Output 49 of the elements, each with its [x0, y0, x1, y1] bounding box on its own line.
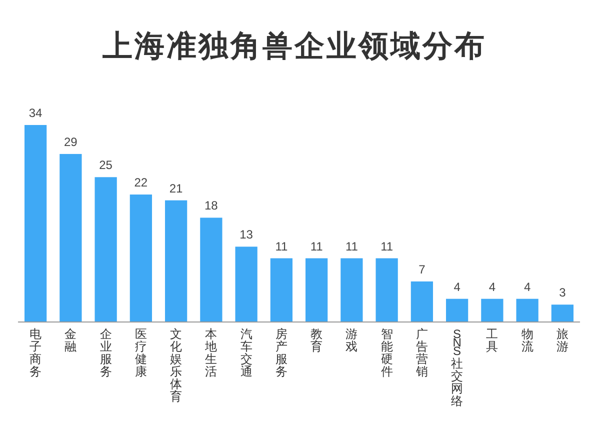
bar — [340, 258, 363, 322]
x-tick-label: 广告营销 — [414, 327, 428, 378]
x-tick-label: 智能硬件 — [380, 327, 393, 378]
bar — [24, 125, 47, 322]
data-label: 11 — [380, 239, 394, 254]
data-label: 4 — [488, 280, 496, 294]
x-tick-label: 工具 — [486, 327, 498, 354]
x-tick-label: 电子商务 — [30, 327, 42, 378]
data-label: 25 — [99, 158, 113, 172]
x-tick-label: 企业服务 — [100, 327, 112, 378]
data-label: 3 — [559, 286, 566, 300]
bar — [165, 200, 188, 322]
data-label: 11 — [310, 239, 324, 254]
x-tick-label: 物流 — [521, 327, 534, 354]
bar — [94, 177, 117, 322]
bar — [200, 218, 222, 322]
bar — [235, 246, 258, 322]
x-tick-label: SNS社交网络 — [451, 327, 464, 408]
x-tick-label: 医疗健康 — [134, 327, 147, 378]
data-label: 11 — [275, 239, 288, 254]
data-label: 4 — [454, 280, 461, 294]
x-tick-label: 汽车交通 — [240, 327, 252, 378]
data-label: 13 — [240, 228, 254, 242]
chart-title: 上海准独角兽企业领域分布 — [102, 30, 486, 63]
data-label: 18 — [204, 198, 218, 213]
bar — [376, 258, 398, 322]
x-tick-label: 教育 — [310, 327, 323, 354]
data-label: 7 — [418, 262, 426, 276]
x-tick-label: 游戏 — [346, 327, 358, 354]
data-label: 29 — [64, 134, 78, 149]
data-label: 21 — [169, 181, 184, 196]
bar — [410, 281, 433, 322]
bar — [270, 258, 292, 322]
bar — [551, 304, 574, 322]
bar — [516, 298, 538, 322]
x-tick-label: 房产服务 — [275, 327, 288, 378]
bar — [306, 258, 328, 322]
bar — [481, 298, 504, 322]
data-label: 22 — [134, 176, 148, 190]
x-tick-label: 金融 — [64, 327, 77, 354]
data-label: 4 — [524, 280, 531, 294]
x-tick-label: 旅游 — [556, 327, 568, 354]
data-label: 34 — [28, 106, 43, 120]
bar — [446, 298, 468, 322]
bar — [130, 194, 152, 322]
data-label: 11 — [345, 239, 358, 254]
x-tick-label: 文化娱乐体育 — [170, 327, 182, 404]
bar — [60, 154, 82, 322]
x-tick-label: 本地生活 — [204, 327, 218, 378]
